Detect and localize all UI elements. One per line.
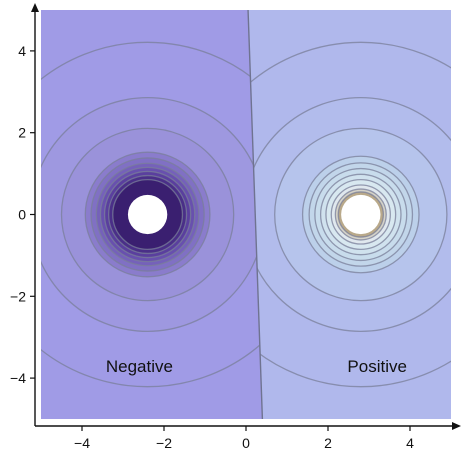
y-tick-label: −2: [10, 288, 26, 304]
x-tick-label: 0: [242, 435, 250, 451]
negative-charge-hole: [127, 194, 168, 235]
x-tick-label: 2: [324, 435, 332, 451]
positive-region-label: Positive: [347, 357, 407, 376]
region-labels: Negative Positive: [106, 357, 407, 376]
negative-region-label: Negative: [106, 357, 173, 376]
y-tick-label: 0: [18, 207, 26, 223]
charge-holes: [127, 194, 381, 235]
x-axis-arrow: [452, 422, 461, 430]
y-tick-label: 4: [18, 43, 26, 59]
y-tick-label: 2: [18, 125, 26, 141]
region-boundary-line: [247, 10, 264, 419]
positive-charge-hole: [341, 194, 381, 235]
axes: −4 −2 0 2 4 −4 −2 0 2 4: [10, 3, 461, 451]
x-tick-label: 4: [406, 435, 414, 451]
y-tick-label: −4: [10, 370, 26, 386]
x-tick-label: −4: [74, 435, 90, 451]
x-tick-label: −2: [156, 435, 172, 451]
y-axis-arrow: [31, 3, 39, 12]
